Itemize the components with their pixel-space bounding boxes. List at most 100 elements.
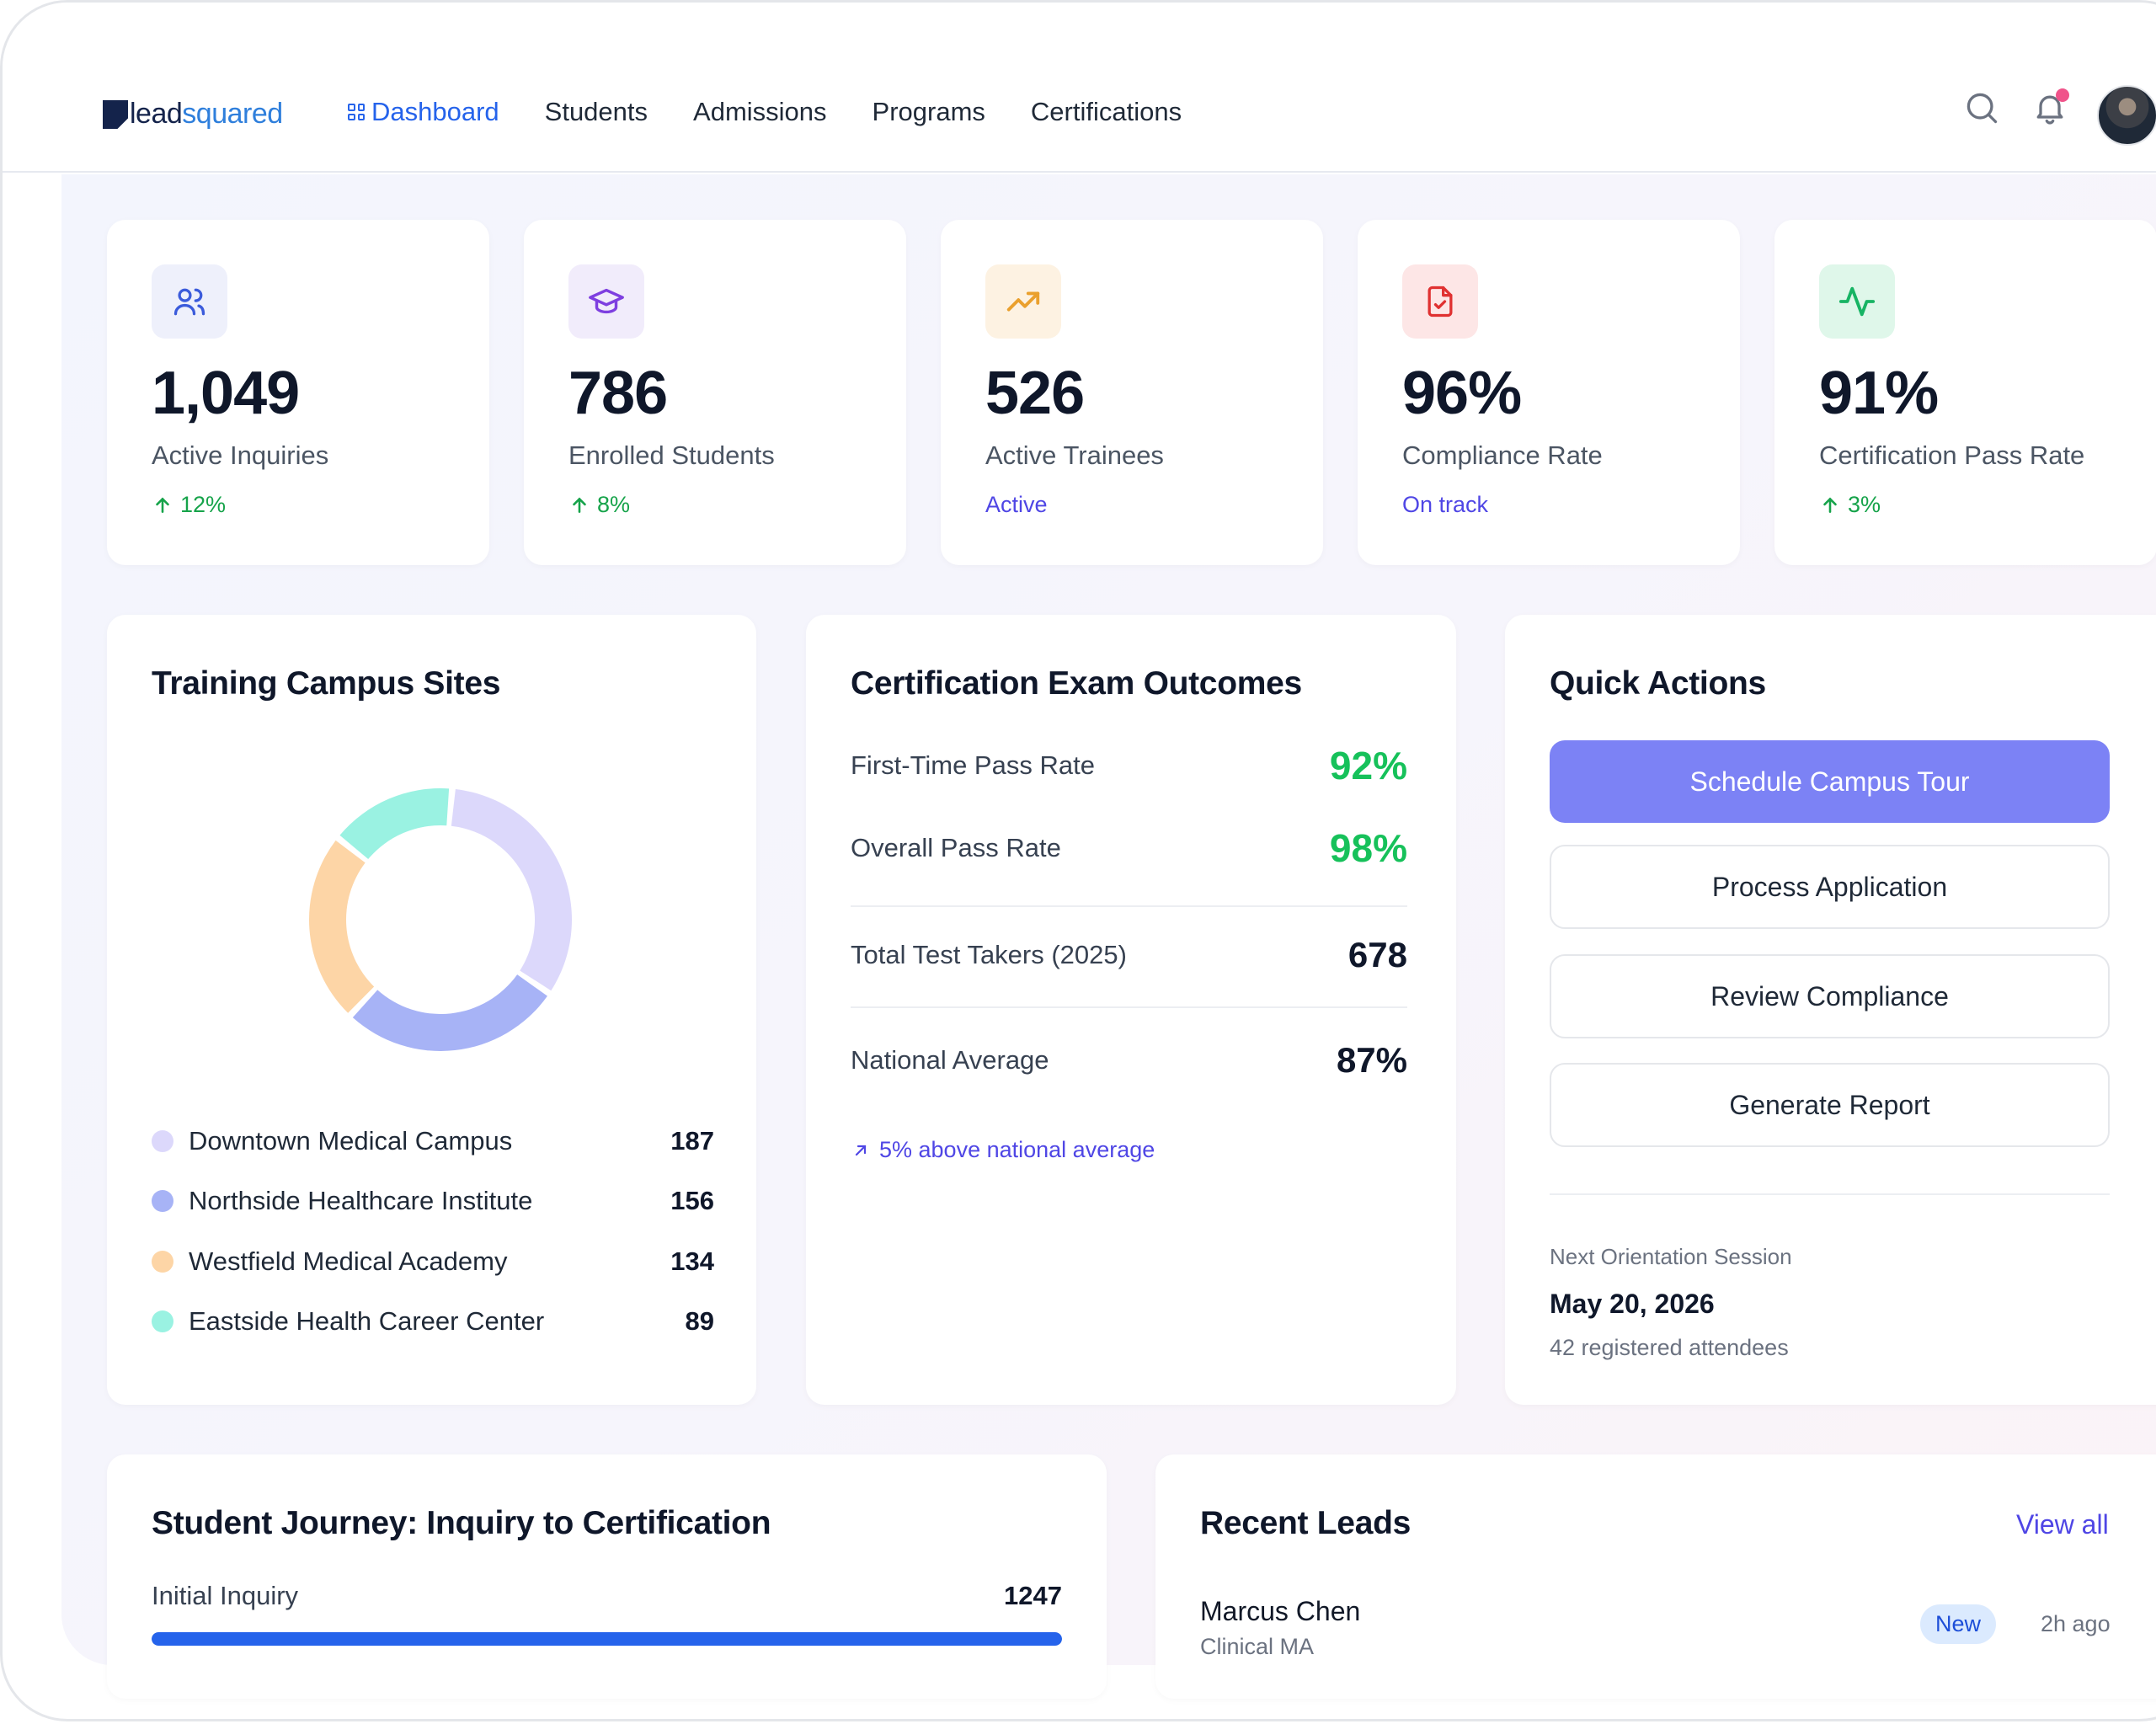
metric-value: 98% — [1329, 826, 1407, 870]
exam-outcomes-title: Certification Exam Outcomes — [851, 665, 1302, 702]
notification-dot — [2056, 88, 2069, 102]
graduation-cap-icon — [568, 264, 644, 339]
search-button[interactable] — [1961, 87, 2003, 129]
kpi-status: Active — [985, 492, 1048, 517]
total-test-takers-row: Total Test Takers (2025) 678 — [851, 935, 1407, 975]
users-icon — [152, 264, 227, 339]
next-session-label: Next Orientation Session — [1550, 1244, 1792, 1269]
metric-value: 678 — [1348, 935, 1407, 974]
kpi-value: 526 — [985, 360, 1085, 427]
legend-row-eastside[interactable]: Eastside Health Career Center 89 — [152, 1305, 714, 1338]
kpi-trend-value: 8% — [597, 492, 631, 517]
nav-item-programs[interactable]: Programs — [873, 97, 985, 127]
student-journey-title: Student Journey: Inquiry to Certificatio… — [152, 1505, 771, 1541]
kpi-value: 91% — [1819, 360, 1939, 427]
quick-actions-card: Quick Actions Schedule Campus Tour Proce… — [1505, 615, 2156, 1405]
legend-label: Westfield Medical Academy — [189, 1246, 508, 1276]
main-nav: Dashboard Students Admissions Programs C… — [348, 97, 1227, 127]
nav-item-admissions[interactable]: Admissions — [693, 97, 827, 127]
comparison-note: 5% above national average — [851, 1137, 1155, 1163]
legend-color-dot — [152, 1251, 173, 1273]
nav-item-dashboard[interactable]: Dashboard — [348, 97, 499, 127]
comparison-note-text: 5% above national average — [879, 1137, 1155, 1162]
lead-program: Clinical MA — [1200, 1634, 1315, 1659]
kpi-value: 786 — [568, 360, 668, 427]
donut-slice-3[interactable] — [339, 788, 450, 860]
legend-color-dot — [152, 1310, 173, 1332]
kpi-label: Enrolled Students — [568, 440, 775, 470]
kpi-trend: 3% — [1819, 492, 1881, 518]
stage-label: Initial Inquiry — [152, 1581, 299, 1610]
nav-item-label: Students — [544, 97, 648, 126]
notifications-button[interactable] — [2029, 87, 2071, 129]
lead-time: 2h ago — [2041, 1611, 2111, 1636]
kpi-status: On track — [1402, 492, 1489, 517]
top-navigation-bar: leadsquared Dashboard Students Admission… — [3, 3, 2156, 173]
search-icon — [1967, 93, 1998, 124]
quick-actions-title: Quick Actions — [1550, 665, 1766, 702]
legend-row-downtown[interactable]: Downtown Medical Campus 187 — [152, 1124, 714, 1158]
kpi-label: Active Inquiries — [152, 440, 329, 470]
legend-color-dot — [152, 1190, 173, 1212]
view-all-link[interactable]: View all — [2016, 1509, 2109, 1540]
legend-label: Eastside Health Career Center — [189, 1306, 545, 1336]
activity-icon — [1819, 264, 1895, 339]
arrow-up-icon — [1823, 497, 1837, 513]
schedule-campus-tour-button[interactable]: Schedule Campus Tour — [1550, 740, 2110, 823]
donut-slice-0[interactable] — [451, 789, 572, 991]
next-session-attendees: 42 registered attendees — [1550, 1335, 1789, 1360]
legend-row-westfield[interactable]: Westfield Medical Academy 134 — [152, 1245, 714, 1278]
arrow-up-icon — [573, 497, 586, 513]
stage-progress-track — [152, 1632, 1062, 1646]
kpi-value: 96% — [1402, 360, 1522, 427]
kpi-card-compliance-rate[interactable]: 96% Compliance Rate On track — [1358, 220, 1740, 565]
recent-leads-card: Recent Leads View all Marcus Chen Clinic… — [1155, 1454, 2156, 1699]
nav-item-label: Admissions — [693, 97, 827, 126]
kpi-value: 1,049 — [152, 360, 300, 427]
legend-row-northside[interactable]: Northside Healthcare Institute 156 — [152, 1184, 714, 1218]
trending-up-icon — [985, 264, 1061, 339]
student-journey-card: Student Journey: Inquiry to Certificatio… — [107, 1454, 1107, 1699]
arrow-up-right-icon — [855, 1145, 867, 1156]
metric-label: First-Time Pass Rate — [851, 750, 1095, 780]
divider — [851, 905, 1407, 907]
kpi-label: Compliance Rate — [1402, 440, 1603, 470]
metric-label: Overall Pass Rate — [851, 833, 1061, 862]
stage-value: 1247 — [1004, 1581, 1062, 1610]
generate-report-button[interactable]: Generate Report — [1550, 1063, 2110, 1147]
divider — [851, 1006, 1407, 1008]
kpi-trend-value: 3% — [1848, 492, 1881, 517]
nav-item-label: Dashboard — [371, 97, 499, 126]
brand-logo[interactable]: leadsquared — [103, 98, 283, 131]
donut-slice-2[interactable] — [309, 840, 375, 1013]
kpi-card-enrolled-students[interactable]: 786 Enrolled Students 8% — [524, 220, 906, 565]
next-session-date: May 20, 2026 — [1550, 1289, 1715, 1319]
status-badge: New — [1920, 1604, 1997, 1644]
metric-label: Total Test Takers (2025) — [851, 940, 1127, 969]
dashboard-grid-icon — [348, 104, 365, 120]
nav-item-label: Programs — [872, 97, 985, 126]
lead-name: Marcus Chen — [1200, 1596, 1361, 1626]
kpi-card-active-trainees[interactable]: 526 Active Trainees Active — [941, 220, 1323, 565]
review-compliance-button[interactable]: Review Compliance — [1550, 954, 2110, 1038]
legend-label: Northside Healthcare Institute — [189, 1186, 533, 1215]
stage-progress-fill — [152, 1632, 1062, 1646]
nav-item-certifications[interactable]: Certifications — [1031, 97, 1182, 127]
legend-count: 187 — [670, 1126, 714, 1156]
legend-count: 134 — [670, 1246, 714, 1276]
kpi-label: Active Trainees — [985, 440, 1164, 470]
legend-count: 89 — [685, 1306, 714, 1336]
kpi-label: Certification Pass Rate — [1819, 440, 2085, 470]
nav-item-label: Certifications — [1030, 97, 1182, 126]
nav-item-students[interactable]: Students — [545, 97, 648, 127]
kpi-card-certification-pass-rate[interactable]: 91% Certification Pass Rate 3% — [1774, 220, 2156, 565]
donut-slice-1[interactable] — [352, 974, 547, 1051]
process-application-button[interactable]: Process Application — [1550, 845, 2110, 929]
kpi-card-active-inquiries[interactable]: 1,049 Active Inquiries 12% — [107, 220, 489, 565]
arrow-up-icon — [156, 497, 169, 513]
metric-label: National Average — [851, 1045, 1049, 1075]
user-avatar[interactable] — [2097, 85, 2156, 146]
national-average-row: National Average 87% — [851, 1040, 1407, 1081]
metric-value: 87% — [1336, 1040, 1407, 1080]
